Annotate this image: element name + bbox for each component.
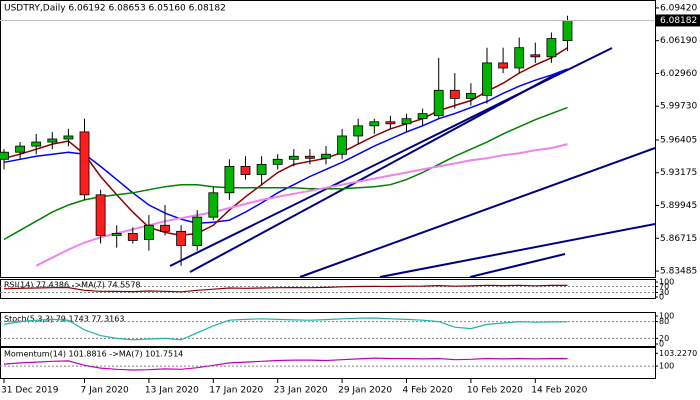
candle-body xyxy=(562,20,573,42)
y-tick-label: 5.96405 xyxy=(660,135,697,145)
y-tick-label: 70 xyxy=(659,282,669,291)
candle-body xyxy=(304,155,315,159)
momentum-panel xyxy=(0,347,656,379)
stoch-panel xyxy=(0,312,656,347)
trend-line xyxy=(189,71,561,273)
candle-body xyxy=(482,62,492,96)
y-tick-label: 5.93175 xyxy=(660,168,697,178)
x-tick-label: 14 Feb 2020 xyxy=(531,386,587,396)
y-tick-label: 5.83485 xyxy=(660,267,697,277)
chart-title: USDTRY,Daily 6.06192 6.08653 6.05160 6.0… xyxy=(4,4,226,14)
candle-body xyxy=(160,224,170,232)
candle-body xyxy=(514,47,525,69)
candle-body xyxy=(31,141,42,147)
ma-line xyxy=(3,68,568,224)
indicator-line xyxy=(3,284,568,293)
candle-body xyxy=(272,158,283,165)
candle-body xyxy=(465,92,476,99)
x-tick-label: 7 Jan 2020 xyxy=(81,386,129,396)
candle-body xyxy=(337,135,348,155)
rsi-panel xyxy=(0,279,656,299)
last-price-box xyxy=(656,14,700,27)
candle-body xyxy=(369,121,380,127)
y-tick-label: 0 xyxy=(659,293,664,302)
candle-body xyxy=(321,153,331,159)
candle-body xyxy=(288,155,299,160)
candle-body xyxy=(498,62,509,69)
y-tick-label: 20 xyxy=(659,334,669,343)
candle-body xyxy=(433,89,444,117)
x-tick-label: 31 Dec 2019 xyxy=(1,386,59,396)
candle-body xyxy=(192,216,203,246)
candle-body xyxy=(79,131,90,196)
candle-body xyxy=(176,230,187,246)
ma-line xyxy=(35,143,568,267)
candle-body xyxy=(353,125,364,137)
indicator-title: Momentum(14) 101.8816 ->MA(7) 101.7514 xyxy=(4,350,183,359)
candle-body xyxy=(0,151,9,160)
x-tick-label: 10 Feb 2020 xyxy=(467,386,523,396)
x-tick-label: 23 Jan 2020 xyxy=(274,386,328,396)
y-tick-label: 6.09420 xyxy=(660,3,697,13)
main-panel xyxy=(0,0,656,278)
y-tick-label: 30 xyxy=(659,288,669,297)
candle-body xyxy=(47,138,58,143)
candle-body xyxy=(143,224,154,240)
indicator-line xyxy=(3,357,568,371)
y-tick-label: 6.06190 xyxy=(660,36,697,46)
candle-body xyxy=(449,89,460,99)
indicator-title: Stoch(5,3,3) 79.1743 77.3163 xyxy=(4,315,124,324)
candle-body xyxy=(417,113,428,120)
indicator-line xyxy=(3,317,568,341)
y-tick-label: 6.02960 xyxy=(660,69,697,79)
x-tick-label: 13 Jan 2020 xyxy=(145,386,199,396)
candle-body xyxy=(385,121,396,125)
candle-body xyxy=(208,192,219,218)
x-tick-label: 29 Jan 2020 xyxy=(338,386,392,396)
candle-body xyxy=(63,135,74,140)
last-price-label: 6.08182 xyxy=(660,16,697,26)
y-tick-label: 5.89945 xyxy=(660,201,697,211)
trend-line xyxy=(299,147,656,278)
trend-line xyxy=(469,253,566,278)
y-tick-label: 103.2270 xyxy=(659,349,697,358)
candle-body xyxy=(401,118,412,125)
candle-body xyxy=(256,163,267,175)
x-tick-label: 17 Jan 2020 xyxy=(209,386,263,396)
y-tick-label: 5.99730 xyxy=(660,102,697,112)
ma-line xyxy=(3,47,568,237)
trend-lines xyxy=(169,47,656,278)
y-tick-label: 80 xyxy=(659,317,669,326)
candle-body xyxy=(224,166,235,194)
candle-body xyxy=(111,232,122,236)
y-tick-label: 0 xyxy=(659,340,664,349)
y-tick-label: 100 xyxy=(659,362,674,371)
x-tick-label: 4 Feb 2020 xyxy=(403,386,454,396)
y-tick-label: 100 xyxy=(659,278,674,287)
indicator-title: RSI(14) 77.4386 ->MA(7) 74.5578 xyxy=(4,281,141,290)
y-tick-label: 100 xyxy=(659,312,674,321)
candle-body xyxy=(546,38,557,58)
candle-body xyxy=(15,145,26,153)
y-tick-label: 5.86715 xyxy=(660,234,697,244)
trend-line xyxy=(379,223,656,278)
candle-body xyxy=(127,232,138,241)
candle-body xyxy=(240,166,251,175)
candle-body xyxy=(95,194,106,236)
candle-body xyxy=(530,54,541,58)
